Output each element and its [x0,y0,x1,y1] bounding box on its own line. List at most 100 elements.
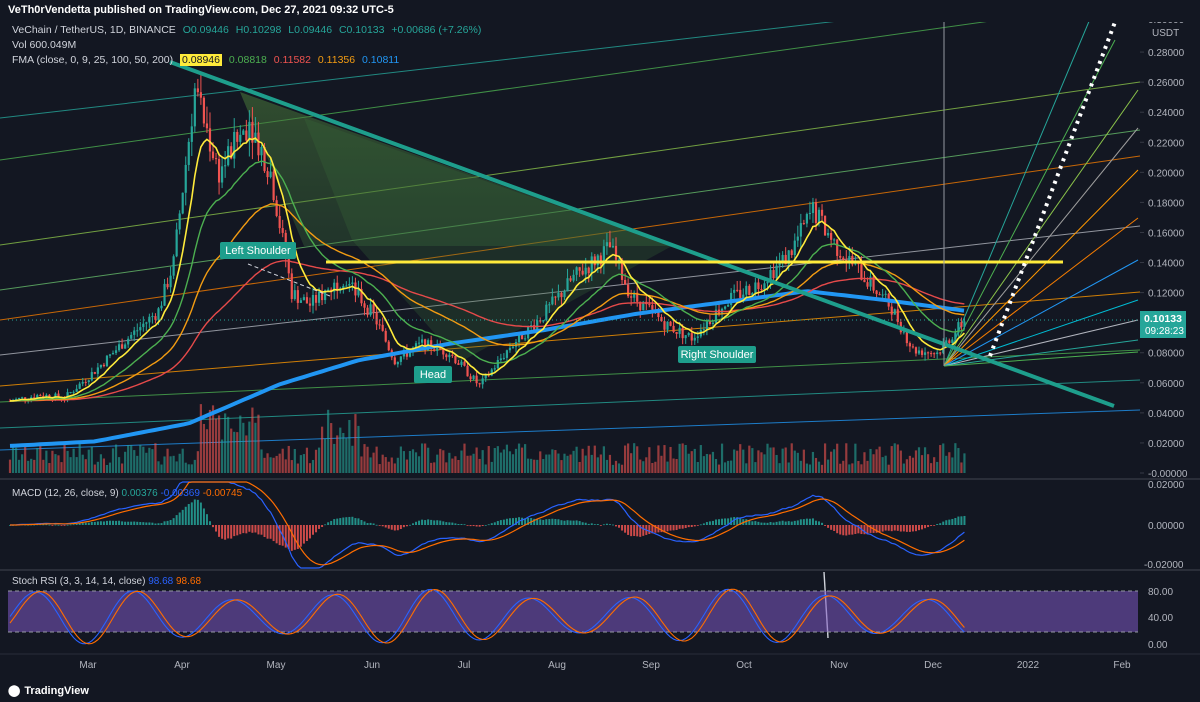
volume-bar [678,443,681,473]
candle-body [954,332,957,340]
volume-bar [793,450,796,473]
macd-histogram-bar [548,519,551,525]
volume-bar [648,447,651,473]
macd-histogram-bar [539,519,542,525]
macd-histogram-bar [48,524,51,526]
volume-bar [948,452,951,473]
volume-bar [693,448,696,473]
candle-body [569,278,572,281]
macd-histogram-bar [142,522,145,525]
volume-bar [926,454,930,473]
candle-body [963,321,966,327]
volume-bar [466,455,469,473]
time-axis[interactable]: Mar Apr May Jun Jul Aug Sep Oct Nov Dec 2022 Feb [79,660,1131,671]
macd-histogram-bar [396,525,399,531]
last-price-tag[interactable]: 0.10133 09:28:23 [1140,311,1186,338]
volume-bar [327,409,330,473]
macd-histogram-bar [266,525,269,539]
descending-trendline[interactable] [169,60,1115,408]
volume-bar [63,443,66,473]
macd-histogram-bar [378,525,381,526]
head-label[interactable]: Head [414,366,452,383]
volume-bar [869,448,872,473]
candle-body [839,255,842,258]
volume-bar [311,459,315,473]
macd-histogram-bar [721,518,724,525]
macd-histogram-bar [648,525,651,534]
volume-bar [154,443,157,473]
candle-body [96,367,99,374]
macd-histogram-bar [833,525,836,531]
candle-body [481,378,484,385]
left-shoulder-label[interactable]: Left Shoulder [220,242,296,259]
volume-bar [139,444,142,473]
macd-histogram-bar [951,518,954,525]
volume-bar [645,457,648,473]
macd-histogram-bar [99,521,102,525]
macd-histogram-bar [930,525,933,526]
volume-bar [557,453,560,473]
macd-histogram-bar [521,517,524,525]
volume-bar [930,463,933,473]
candle-body [502,357,505,359]
candle-body [469,376,472,380]
volume-bar [387,461,390,473]
macd-histogram-bar [590,523,593,525]
candle-body [263,147,266,172]
volume-bar [730,460,733,473]
volume-bar [957,448,960,473]
candle-body [666,321,669,330]
macd-histogram-bar [51,525,54,526]
volume-bar [493,448,496,473]
volume-bar [939,445,942,473]
volume-bar [514,448,518,473]
volume-bar [508,451,512,473]
candle-body [420,339,424,343]
macd-histogram-bar [866,525,869,535]
macd-histogram-bar [802,519,805,525]
volume-bar [663,445,666,473]
volume-bar [499,452,502,473]
stoch-label[interactable]: Stoch RSI (3, 3, 14, 14, close) [12,576,146,587]
macd-histogram-bar [96,521,99,525]
volume-bar [787,462,790,473]
volume-bar [687,453,690,473]
volume-bar [257,414,260,473]
volume-bar [736,450,739,473]
macd-histogram-bar [287,525,290,549]
macd-histogram-bar [436,520,439,525]
price-axis[interactable]: 0.28000 0.26000 0.24000 0.22000 0.20000 0.180… [1140,48,1188,480]
volume-bar [130,445,133,473]
volume-bar [945,455,948,473]
macd-histogram-bar [208,521,211,525]
volume-bar [169,456,172,473]
time-axis-tick: Sep [642,660,660,671]
candle-body [893,309,896,315]
candle-body [872,276,875,291]
macd-label[interactable]: MACD (12, 26, close, 9) [12,488,119,499]
right-shoulder-label[interactable]: Right Shoulder [678,346,756,363]
macd-histogram-bar [163,521,166,525]
fma-label[interactable]: FMA (close, 0, 9, 25, 100, 50, 200) [12,54,174,66]
candle-body [133,330,136,335]
candle-body [136,330,139,332]
macd-histogram-bar [939,523,942,525]
candle-body [160,305,163,309]
macd-histogram-bar [345,517,348,525]
macd-axis-label-zero: 0.00000 [1148,521,1185,532]
candle-body [245,130,248,141]
head-label-bg [414,366,452,383]
candle-body [114,350,118,353]
volume-value[interactable]: Vol 600.049M [12,39,77,51]
macd-histogram-bar [818,521,821,525]
volume-bar [569,454,572,473]
candle-body [739,289,742,298]
candle-body [884,293,887,295]
volume-bar [90,446,93,473]
candle-body [563,291,566,298]
symbol-label[interactable]: VeChain / TetherUS, 1D, BINANCE [12,24,176,36]
macd-histogram-bar [239,525,242,535]
macd-histogram-bar [666,525,669,532]
bar-countdown: 09:28:23 [1145,326,1184,337]
